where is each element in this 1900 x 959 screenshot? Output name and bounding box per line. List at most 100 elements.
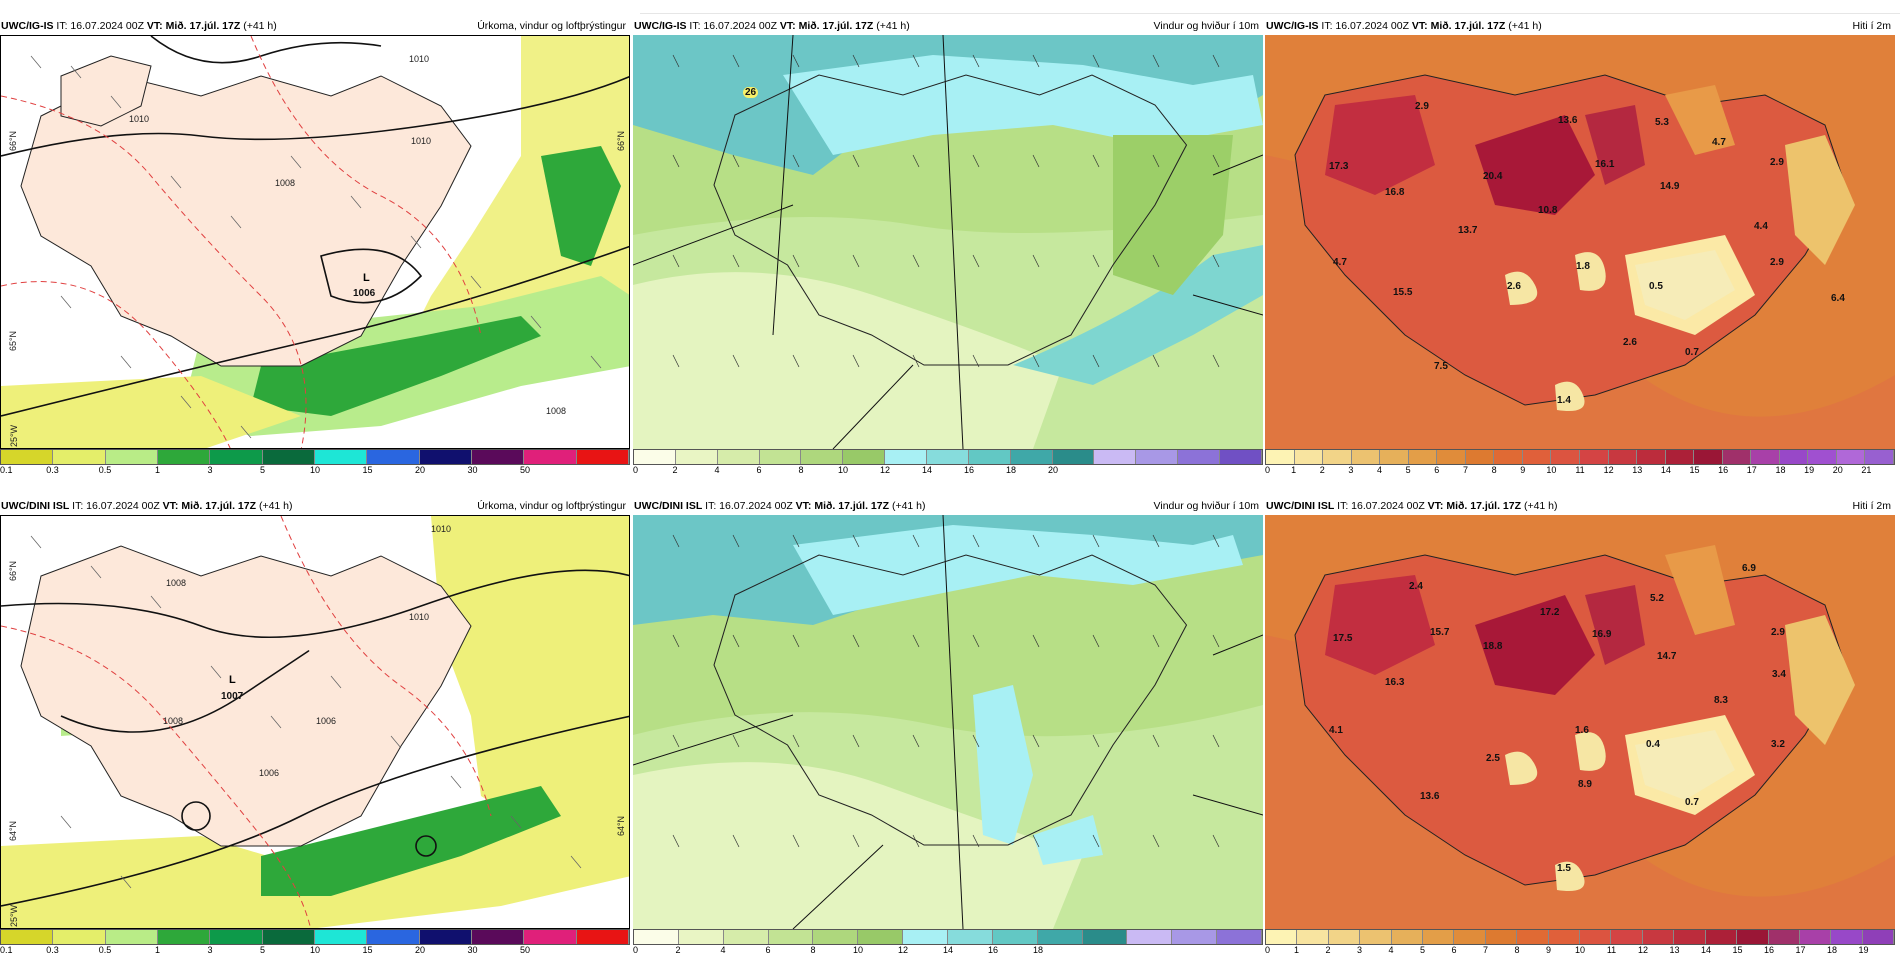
valid-time-label: VT:: [795, 500, 812, 512]
panel-header: UWC/IG-IS IT: 16.07.2024 00Z VT: Mið. 17…: [0, 17, 630, 35]
colorbar-segment: [1836, 450, 1866, 464]
colorbar-segment: [314, 450, 368, 464]
temp-label: 16.3: [1385, 677, 1405, 688]
header-rule: [640, 13, 1900, 14]
colorbar-segment: [1266, 930, 1298, 944]
temp-label: 14.7: [1657, 651, 1677, 662]
temp-label: 1.8: [1576, 261, 1590, 272]
temp-label: 1.4: [1557, 395, 1571, 406]
temperature-map-svg: [1265, 515, 1895, 929]
colorbar-tick-label: 21: [1861, 465, 1872, 475]
colorbar-segment: [1323, 450, 1352, 464]
model-name: UWC/IG-IS: [1, 20, 54, 32]
wind-barbs: [30, 535, 582, 889]
colorbar-tick-label: 12: [879, 465, 891, 475]
colorbar-tick-label: 2: [675, 945, 681, 955]
precip-colorbar: [0, 929, 630, 945]
colorbar-segment: [678, 930, 724, 944]
colorbar-segment: [105, 930, 158, 944]
temperature-map-svg: [1265, 35, 1895, 449]
colorbar-tick-label: 6: [1451, 945, 1457, 955]
colorbar-tick-label: 3: [207, 465, 213, 475]
colorbar-segment: [367, 930, 420, 944]
colorbar-tick-label: 8: [810, 945, 816, 955]
colorbar-segment: [157, 930, 211, 944]
colorbar-segment: [634, 930, 679, 944]
colorbar-tick-label: 6: [756, 465, 762, 475]
colorbar-tick-label: 0.3: [46, 945, 59, 955]
isobar-label: 1010: [409, 54, 430, 64]
colorbar-tick-label: 10: [837, 465, 849, 475]
colorbar-tick-label: 19: [1858, 945, 1869, 955]
temp-label: 20.4: [1483, 171, 1503, 182]
forecast-offset: (+41 h): [243, 20, 277, 32]
colorbar-segment: [1580, 450, 1609, 464]
lon-label: 25°W: [9, 424, 20, 448]
colorbar-segment: [843, 450, 886, 464]
precip-colorbar-ticks: 0.1 0.3 0.5 1 3 5 10 15 20 30 50: [0, 465, 630, 477]
colorbar-tick-label: 50: [519, 945, 531, 955]
colorbar-tick-label: 13: [1669, 945, 1680, 955]
colorbar-segment: [210, 450, 263, 464]
temp-label: 8.3: [1714, 695, 1728, 706]
colorbar-tick-label: 19: [1804, 465, 1815, 475]
colorbar-segment: [262, 930, 315, 944]
temp-label: 1.5: [1557, 863, 1571, 874]
colorbar-segment: [1551, 450, 1581, 464]
temp-label: 13.7: [1458, 225, 1478, 236]
colorbar-segment: [1351, 450, 1381, 464]
colorbar-segment: [367, 450, 420, 464]
precip-map[interactable]: 1010 1010 1006 1008 1008 1006 L 1007 66°…: [0, 515, 630, 929]
colorbar-segment: [1862, 930, 1895, 944]
colorbar-tick-label: 3: [1348, 465, 1354, 475]
colorbar-segment: [419, 930, 472, 944]
colorbar-segment: [903, 930, 949, 944]
colorbar-tick-label: 0.1: [0, 945, 13, 955]
temperature-map[interactable]: 2.4 6.9 17.2 5.2 17.5 15.7 18.8 16.9 14.…: [1265, 515, 1895, 929]
panel-title: Úrkoma, vindur og loftþrýstingur: [477, 20, 626, 32]
wind-map[interactable]: 26: [633, 35, 1263, 449]
colorbar-segment: [1082, 930, 1128, 944]
colorbar-tick-label: 20: [414, 945, 426, 955]
temp-label: 0.4: [1646, 739, 1660, 750]
panel-ig-temperature: UWC/IG-IS IT: 16.07.2024 00Z VT: Mið. 17…: [1265, 17, 1895, 479]
colorbar-segment: [1172, 930, 1218, 944]
wind-map[interactable]: [633, 515, 1263, 929]
temperature-map[interactable]: 2.9 13.6 5.3 4.7 17.3 20.4 16.1 2.9 16.8…: [1265, 35, 1895, 449]
colorbar-tick-label: 6: [1434, 465, 1440, 475]
valid-time-label: VT:: [1427, 500, 1444, 512]
forecast-offset: (+41 h): [258, 500, 293, 512]
colorbar-segment: [471, 450, 525, 464]
lat-label: 66°N: [8, 560, 19, 582]
panel-dini-wind: UWC/DINI ISL IT: 16.07.2024 00Z VT: Mið.…: [633, 497, 1263, 959]
colorbar-segment: [1494, 450, 1523, 464]
panel-header: UWC/DINI ISL IT: 16.07.2024 00Z VT: Mið.…: [0, 497, 630, 515]
colorbar-tick-label: 3: [1356, 945, 1363, 955]
colorbar-segment: [927, 450, 969, 464]
lat-label: 66°N: [616, 130, 627, 152]
temperature-colorbar: [1265, 929, 1895, 945]
colorbar-segment: [675, 450, 718, 464]
temp-label: 1.6: [1575, 725, 1589, 736]
colorbar-segment: [105, 450, 158, 464]
model-name: UWC/DINI ISL: [634, 500, 703, 512]
colorbar-segment: [1360, 930, 1392, 944]
temp-label: 0.7: [1685, 347, 1699, 358]
colorbar-tick-label: 18: [1005, 465, 1017, 475]
colorbar-tick-label: 0: [1265, 465, 1271, 475]
precip-map[interactable]: 1010 1010 1008 1010 1008 L 1006 66°N 65°…: [0, 35, 630, 449]
colorbar-tick-label: 15: [362, 465, 373, 475]
colorbar-segment: [1865, 450, 1895, 464]
colorbar-segment: [210, 930, 263, 944]
temp-label: 5.3: [1655, 117, 1669, 128]
colorbar-segment: [1266, 450, 1295, 464]
colorbar-tick-label: 30: [467, 945, 478, 955]
colorbar-segment: [1127, 930, 1173, 944]
colorbar-segment: [53, 450, 106, 464]
colorbar-segment: [1328, 930, 1361, 944]
temp-label: 2.9: [1415, 101, 1429, 112]
temp-label: 13.6: [1558, 115, 1578, 126]
temp-label: 8.9: [1578, 779, 1592, 790]
colorbar-tick-label: 4: [720, 945, 726, 955]
valid-time-label: VT:: [162, 500, 179, 512]
